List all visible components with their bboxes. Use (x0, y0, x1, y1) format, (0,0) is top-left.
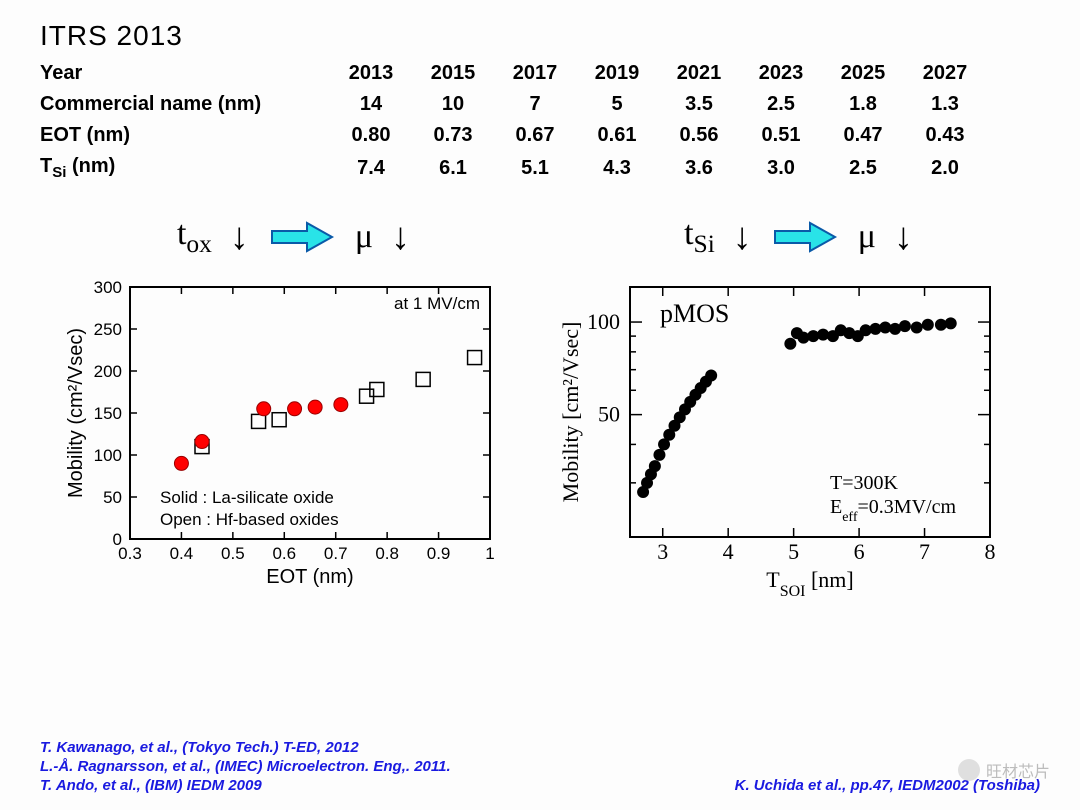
svg-text:50: 50 (598, 401, 620, 426)
svg-text:7: 7 (919, 539, 930, 564)
charts-row: 0.30.40.50.60.70.80.91050100150200250300… (40, 267, 1050, 602)
svg-text:1: 1 (485, 544, 494, 563)
itrs-table: Year20132015201720192021202320252027 Comm… (40, 58, 986, 185)
svg-text:0.8: 0.8 (375, 544, 399, 563)
implies-arrow-icon (770, 217, 840, 257)
table-cell: 2027 (904, 58, 986, 89)
table-cell: 0.73 (412, 120, 494, 151)
table-cell: 7.4 (330, 151, 412, 185)
tsi-symbol: tSi (684, 215, 715, 259)
formula-left: tox ↓ μ ↓ (177, 215, 410, 259)
table-cell: 3.6 (658, 151, 740, 185)
table-cell: 0.43 (904, 120, 986, 151)
svg-text:50: 50 (103, 488, 122, 507)
table-row-label: Year (40, 58, 330, 89)
svg-text:at 1 MV/cm: at 1 MV/cm (394, 294, 480, 313)
table-cell: 3.5 (658, 89, 740, 120)
svg-text:Mobility (cm²/Vsec): Mobility (cm²/Vsec) (65, 328, 87, 498)
table-cell: 2025 (822, 58, 904, 89)
watermark: 旺材芯片 (958, 758, 1050, 782)
slide-title: ITRS 2013 (40, 20, 1050, 52)
table-cell: 1.3 (904, 89, 986, 120)
table-cell: 14 (330, 89, 412, 120)
svg-text:100: 100 (94, 446, 122, 465)
svg-text:8: 8 (985, 539, 996, 564)
svg-text:pMOS: pMOS (660, 299, 729, 328)
svg-text:0.5: 0.5 (221, 544, 245, 563)
svg-text:3: 3 (657, 539, 668, 564)
table-cell: 2.5 (740, 89, 822, 120)
svg-text:0.7: 0.7 (324, 544, 348, 563)
down-arrow-icon: ↓ (391, 222, 410, 252)
watermark-text: 旺材芯片 (986, 758, 1050, 782)
mu-symbol: μ (858, 218, 876, 256)
table-row-label: Commercial name (nm) (40, 89, 330, 120)
table-cell: 6.1 (412, 151, 494, 185)
svg-text:TSOI [nm]: TSOI [nm] (766, 567, 854, 597)
citation-line: T. Ando, et al., (IBM) IEDM 2009 (40, 777, 451, 794)
table-cell: 0.56 (658, 120, 740, 151)
svg-text:5: 5 (788, 539, 799, 564)
svg-text:T=300K: T=300K (830, 472, 898, 494)
wechat-icon (958, 759, 980, 781)
table-cell: 7 (494, 89, 576, 120)
down-arrow-icon: ↓ (230, 222, 249, 252)
svg-text:0: 0 (113, 530, 122, 549)
left-chart: 0.30.40.50.60.70.80.91050100150200250300… (60, 267, 520, 602)
table-row-label: TSi (nm) (40, 151, 330, 185)
formula-row: tox ↓ μ ↓ tSi ↓ μ ↓ (40, 215, 1050, 259)
table-cell: 2023 (740, 58, 822, 89)
right-chart: 3 4 5 6 7 8 50 100 TSOI [nm] Mobility [cm²/Vsec] p… (550, 267, 1030, 602)
table-cell: 4.3 (576, 151, 658, 185)
table-cell: 2021 (658, 58, 740, 89)
table-cell: 0.51 (740, 120, 822, 151)
svg-text:200: 200 (94, 362, 122, 381)
table-cell: 1.8 (822, 89, 904, 120)
svg-text:6: 6 (854, 539, 865, 564)
svg-text:300: 300 (94, 278, 122, 297)
svg-text:Eeff=0.3MV/cm: Eeff=0.3MV/cm (830, 496, 956, 525)
table-cell: 2.5 (822, 151, 904, 185)
tox-symbol: tox (177, 215, 212, 259)
svg-text:4: 4 (723, 539, 734, 564)
table-cell: 2019 (576, 58, 658, 89)
table-cell: 2015 (412, 58, 494, 89)
table-cell: 0.47 (822, 120, 904, 151)
svg-text:100: 100 (587, 309, 620, 334)
down-arrow-icon: ↓ (894, 222, 913, 252)
svg-text:Mobility [cm²/Vsec]: Mobility [cm²/Vsec] (558, 321, 583, 502)
svg-text:Solid : La-silicate oxide: Solid : La-silicate oxide (160, 488, 334, 507)
table-row-label: EOT (nm) (40, 120, 330, 151)
table-cell: 2017 (494, 58, 576, 89)
citation-line: L.-Å. Ragnarsson, et al., (IMEC) Microel… (40, 758, 451, 775)
svg-text:250: 250 (94, 320, 122, 339)
svg-text:150: 150 (94, 404, 122, 423)
table-cell: 5 (576, 89, 658, 120)
svg-text:0.6: 0.6 (272, 544, 296, 563)
svg-text:0.9: 0.9 (427, 544, 451, 563)
mu-symbol: μ (355, 218, 373, 256)
implies-arrow-icon (267, 217, 337, 257)
citation-line: T. Kawanago, et al., (Tokyo Tech.) T-ED,… (40, 739, 451, 756)
table-cell: 0.80 (330, 120, 412, 151)
svg-text:EOT (nm): EOT (nm) (266, 566, 353, 588)
svg-text:0.4: 0.4 (170, 544, 194, 563)
slide: ITRS 2013 Year20132015201720192021202320… (0, 0, 1080, 810)
table-cell: 2.0 (904, 151, 986, 185)
formula-right: tSi ↓ μ ↓ (684, 215, 913, 259)
table-cell: 0.61 (576, 120, 658, 151)
citations: T. Kawanago, et al., (Tokyo Tech.) T-ED,… (40, 737, 1040, 796)
table-cell: 2013 (330, 58, 412, 89)
down-arrow-icon: ↓ (733, 222, 752, 252)
svg-text:Open : Hf-based oxides: Open : Hf-based oxides (160, 510, 339, 529)
table-cell: 5.1 (494, 151, 576, 185)
citations-left: T. Kawanago, et al., (Tokyo Tech.) T-ED,… (40, 737, 451, 796)
table-cell: 10 (412, 89, 494, 120)
table-cell: 0.67 (494, 120, 576, 151)
table-cell: 3.0 (740, 151, 822, 185)
